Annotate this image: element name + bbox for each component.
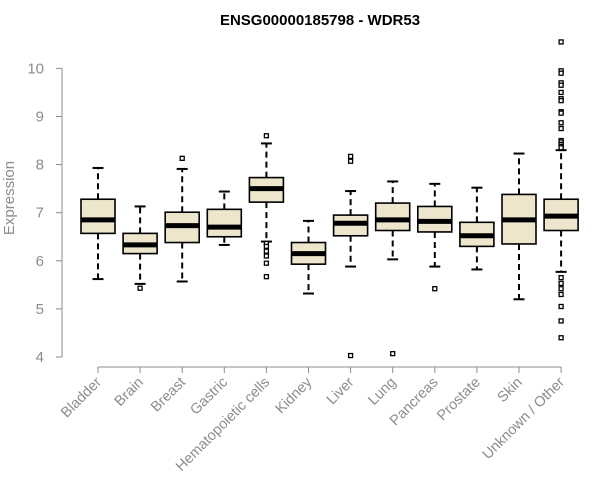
outlier-point [558,291,564,298]
outlier-point [347,153,354,160]
box-liver [332,153,369,359]
y-tick-label: 4 [36,349,44,366]
box-brain [122,205,158,291]
outlier-point [558,120,564,126]
x-tick-label: Bladder [58,374,105,421]
x-tick-label: Prostate [434,375,483,424]
outlier-point [558,335,564,341]
outlier-point [558,125,564,132]
x-tick-label: Kidney [273,374,316,417]
outlier-point [347,158,354,164]
outlier-point [558,145,564,151]
box-gastric [206,190,243,246]
outlier-point [558,89,564,96]
x-tick-label: Brain [112,375,147,410]
outlier-point [137,285,143,291]
y-tick-label: 5 [36,301,44,318]
x-tick-label: Breast [148,375,189,416]
box-kidney [290,219,327,295]
outlier-point [558,303,564,310]
y-tick-label: 10 [27,60,44,77]
y-axis: 4 5 6 7 8 9 10 [27,60,63,366]
chart-title: ENSG00000185798 - WDR53 [220,12,420,29]
box-pancreas [416,182,453,292]
x-tick-label: Skin [495,375,526,406]
box-hematopoietic-cells [248,133,285,280]
outlier-point [263,243,270,250]
outlier-point [263,133,270,139]
outlier-point [263,253,270,259]
box-skin [501,152,537,301]
outlier-point [558,110,564,116]
y-tick-label: 9 [36,109,44,126]
outlier-point [558,97,564,104]
outlier-point [558,274,564,281]
outlier-point [390,350,396,357]
box-prostate [459,186,495,271]
y-tick-label: 6 [36,253,44,270]
box-breast [164,155,200,283]
outlier-point [347,352,354,359]
outlier-point [558,39,564,45]
iqr-box [206,208,243,238]
outlier-point [263,274,270,280]
outlier-point [432,286,438,292]
outlier-point [179,155,185,161]
box-lung [374,180,411,357]
outlier-point [263,248,270,254]
y-tick-label: 8 [36,157,44,174]
outlier-point [263,260,270,266]
outlier-point [558,280,564,287]
x-tick-label: Lung [365,375,399,409]
outlier-point [558,286,564,292]
outlier-point [558,318,564,324]
x-tick-label: Liver [324,374,358,408]
outlier-point [558,82,564,88]
y-tick-label: 7 [36,205,44,222]
box-bladder [80,166,116,281]
iqr-box [80,198,116,235]
y-axis-label: Expression [1,161,18,235]
outlier-point [558,70,564,76]
box-unknown-other [543,39,579,341]
plot-area [80,39,579,359]
iqr-box [374,202,411,232]
